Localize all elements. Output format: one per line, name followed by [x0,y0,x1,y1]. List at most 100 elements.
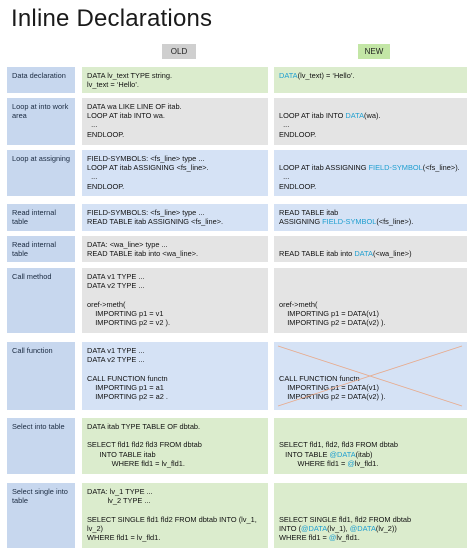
row-label: Read internal table [7,236,75,262]
code-keyword: DATA [345,111,365,121]
code-text: IMPORTING p1 = DATA(v1) [279,308,379,318]
code-keyword: @ [328,532,337,542]
old-code-cell: DATA v1 TYPE ... DATA v2 TYPE ... oref->me… [82,268,268,333]
code-keyword: DATA [279,71,298,80]
code-keyword: @DATA [349,523,376,533]
code-line: DATA lv_text TYPE string. [87,71,263,80]
code-text: READ TABLE itab into [279,249,355,259]
code-line [279,346,462,355]
code-line [279,154,462,163]
new-code-cell: SELECT fld1, fld2, fld3 FROM dbtab INTO … [274,418,467,474]
code-line [87,364,263,373]
code-line: ENDLOOP. [279,182,462,191]
code-line: WHERE fld1 = @lv_fld1. [279,459,462,468]
code-line [87,431,263,440]
code-line: IMPORTING p2 = a2 . [87,392,263,401]
code-text: INTO TABLE [279,449,330,459]
code-line [279,505,462,514]
code-line: WHERE fld1 = lv_fld1. [87,459,263,468]
row-label: Read internal table [7,204,75,231]
code-line: IMPORTING p1 = a1 [87,383,263,392]
code-keyword: FIELD-SYMBOL [322,217,377,227]
code-line [279,290,462,299]
code-line: READ TABLE itab [279,208,462,217]
code-line: DATA: <wa_line> type ... [87,240,263,249]
code-text: DATA: lv_1 TYPE ... [87,487,153,496]
code-line: LOOP AT itab INTO wa. [87,111,263,120]
code-line [279,364,462,373]
code-line: INTO (@DATA(lv_1), @DATA(lv_2)) [279,524,462,533]
code-line: ... [279,120,462,129]
code-text: (lv_2)) [375,523,397,533]
old-code-cell: DATA v1 TYPE ... DATA v2 TYPE ... CALL FUN… [82,342,268,410]
new-code-cell: SELECT SINGLE fld1, fld2 FROM dbtab INTO … [274,483,467,548]
code-line [87,290,263,299]
code-text: READ TABLE itab into <wa_line>. [87,249,199,259]
code-line: ENDLOOP. [279,130,462,139]
code-text: ... [279,120,290,130]
new-code-cell: LOOP AT itab INTO DATA(wa). ... ENDLOOP. [274,98,467,145]
old-code-cell: DATA lv_text TYPE string. lv_text = ‘Hell… [82,67,268,93]
code-line: SELECT fld1, fld2, fld3 FROM dbtab [279,440,462,449]
row-label: Loop at into work area [7,98,75,145]
old-code-cell: DATA itab TYPE TABLE OF dbtab. SELECT fld… [82,418,268,474]
code-line: READ TABLE itab into DATA(<wa_line>) [279,249,462,258]
code-text: ENDLOOP. [87,129,125,139]
code-line: CALL FUNCTION functn [87,374,263,383]
code-line: DATA v2 TYPE ... [87,281,263,290]
page-title: Inline Declarations [11,5,213,32]
new-code-cell: READ TABLE itab into DATA(<wa_line>) [274,236,467,262]
code-text: READ TABLE itab [279,208,339,217]
new-column-header: NEW [358,44,390,59]
code-line [279,355,462,364]
code-text: FIELD-SYMBOLS: <fs_line> type ... [87,208,205,217]
new-code-cell: oref->meth( IMPORTING p1 = DATA(v1) IMPO… [274,268,467,333]
code-line [279,240,462,249]
code-text: lv_2 TYPE ... [87,496,151,506]
code-line: INTO TABLE itab [87,450,263,459]
code-line: DATA: lv_1 TYPE ... [87,487,263,496]
old-code-cell: DATA: <wa_line> type ... READ TABLE itab … [82,236,268,262]
code-text: (lv_1), [327,523,350,533]
code-text: DATA v2 TYPE ... [87,281,145,291]
code-text: WHERE fld1 = [279,458,348,468]
code-text: IMPORTING p2 = DATA(v2) ). [279,391,386,401]
code-text: DATA v1 TYPE ... [87,272,145,281]
code-text: CALL FUNCTION functn [279,373,360,383]
code-text: SELECT SINGLE fld1 fld2 FROM dbtab INTO … [87,514,257,524]
code-text: READ TABLE itab ASSIGNING <fs_line>. [87,217,224,227]
row-label: Select single into table [7,483,75,548]
code-text: INTO ( [279,523,302,533]
code-line: LOOP AT itab INTO DATA(wa). [279,111,462,120]
code-line: LOOP AT itab ASSIGNING <fs_line>. [87,163,263,172]
old-code-cell: FIELD-SYMBOLS: <fs_line> type ... READ TA… [82,204,268,231]
code-line: DATA v1 TYPE ... [87,272,263,281]
code-line: ENDLOOP. [87,182,263,191]
code-text: DATA v2 TYPE ... [87,355,145,365]
code-line: ASSIGNING FIELD-SYMBOL(<fs_line>). [279,217,462,226]
code-text: IMPORTING p2 = DATA(v2) ). [279,317,386,327]
code-text: (<fs_line>). [422,163,460,173]
code-text: WHERE fld1 = lv_fld1. [87,533,161,542]
code-line [279,431,462,440]
code-text: lv_2) [87,523,104,533]
code-text: IMPORTING p1 = a1 [87,382,164,392]
code-text: SELECT SINGLE fld1, fld2 FROM dbtab [279,514,412,524]
old-column-header: OLD [162,44,196,59]
code-text: (wa). [364,111,381,121]
comparison-row: Select into table DATA itab TYPE TABLE O… [7,418,467,474]
code-line: READ TABLE itab into <wa_line>. [87,249,263,258]
code-text: IMPORTING p2 = a2 . [87,392,168,401]
code-line: INTO TABLE @DATA(itab) [279,450,462,459]
comparison-row: Read internal table FIELD-SYMBOLS: <fs_l… [7,204,467,231]
code-keyword: @DATA [301,523,328,533]
code-line: oref->meth( [279,300,462,309]
code-text: FIELD-SYMBOLS: <fs_line> type ... [87,154,205,163]
code-line [279,102,462,111]
code-line: oref->meth( [87,300,263,309]
new-code-cell: READ TABLE itab ASSIGNING FIELD-SYMBOL(<f… [274,204,467,231]
comparison-row: Data declaration DATA lv_text TYPE strin… [7,67,467,93]
code-line: lv_2 TYPE ... [87,496,263,505]
code-text: ENDLOOP. [87,181,125,191]
old-code-cell: DATA: lv_1 TYPE ... lv_2 TYPE ... SELECT … [82,483,268,548]
